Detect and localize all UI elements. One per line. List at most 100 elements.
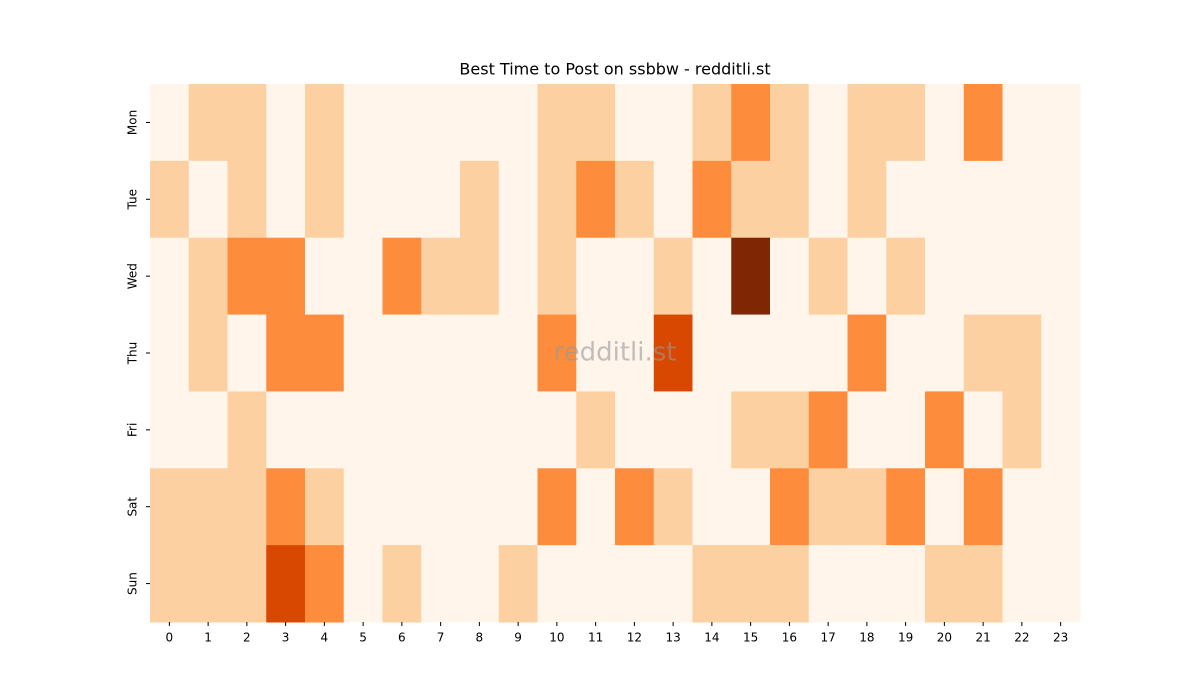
heat-cell: [653, 84, 693, 162]
heat-cell: [498, 237, 538, 316]
y-tick-label: Wed: [126, 263, 140, 289]
heat-cell: [537, 468, 577, 546]
heat-cell: [537, 391, 577, 469]
x-tick-label: 14: [704, 631, 719, 645]
heat-cell: [963, 84, 1003, 162]
heat-cell: [847, 160, 887, 239]
x-tick-label: 18: [859, 631, 874, 645]
x-tick-label: 13: [665, 631, 680, 645]
heat-cell: [343, 160, 383, 239]
x-tick-label: 5: [359, 631, 367, 645]
heat-cell: [382, 160, 422, 239]
heat-cell: [770, 84, 810, 162]
heat-cell: [847, 468, 887, 546]
heat-cell: [576, 237, 616, 316]
heat-cell: [615, 391, 655, 469]
heat-cell: [1041, 84, 1081, 162]
heat-cell: [343, 391, 383, 469]
heat-cell: [1041, 160, 1081, 239]
heat-cell: [188, 391, 228, 469]
heat-cell: [227, 545, 267, 623]
heat-cell: [731, 468, 771, 546]
heat-cell: [925, 391, 965, 469]
heat-cell: [1041, 468, 1081, 546]
heat-cell: [537, 237, 577, 316]
heat-cell: [808, 468, 848, 546]
heat-cell: [615, 237, 655, 316]
heat-cell: [150, 237, 190, 316]
heat-cell: [615, 160, 655, 239]
heat-cell: [653, 160, 693, 239]
heat-cell: [382, 468, 422, 546]
heat-cell: [886, 314, 926, 392]
heat-cell: [731, 545, 771, 623]
heat-cell: [266, 237, 306, 316]
y-tick-label: Tue: [126, 189, 140, 211]
x-tick-label: 17: [820, 631, 835, 645]
heat-cell: [343, 545, 383, 623]
heat-cell: [460, 468, 500, 546]
x-tick-label: 6: [398, 631, 406, 645]
heat-cell: [343, 237, 383, 316]
heat-cell: [266, 314, 306, 392]
heat-cell: [963, 545, 1003, 623]
heat-cell: [963, 160, 1003, 239]
heat-cell: [1002, 237, 1042, 316]
heat-cell: [808, 314, 848, 392]
heat-cell: [227, 314, 267, 392]
heat-cell: [615, 545, 655, 623]
heat-cell: [460, 84, 500, 162]
heat-cell: [150, 391, 190, 469]
heat-cell: [305, 468, 345, 546]
heat-cell: [963, 391, 1003, 469]
y-tick-label: Sun: [126, 572, 140, 595]
heat-cell: [576, 84, 616, 162]
heat-cell: [770, 314, 810, 392]
heat-cell: [886, 391, 926, 469]
heat-cell: [576, 468, 616, 546]
heat-cell: [692, 237, 732, 316]
heat-cell: [770, 391, 810, 469]
heat-cell: [770, 237, 810, 316]
heat-cell: [460, 545, 500, 623]
heat-cell: [963, 468, 1003, 546]
heat-cell: [227, 391, 267, 469]
heat-cell: [1002, 84, 1042, 162]
heat-cell: [305, 545, 345, 623]
heat-cell: [808, 545, 848, 623]
heat-cell: [460, 160, 500, 239]
x-tick-label: 19: [898, 631, 913, 645]
heat-cell: [615, 468, 655, 546]
x-tick-label: 1: [204, 631, 212, 645]
heat-cell: [421, 314, 461, 392]
heat-cell: [925, 468, 965, 546]
heat-cell: [188, 314, 228, 392]
heat-cell: [731, 84, 771, 162]
heat-cell: [925, 314, 965, 392]
heat-cell: [227, 160, 267, 239]
heat-cell: [576, 391, 616, 469]
heat-cell: [266, 545, 306, 623]
x-tick-label: 8: [476, 631, 484, 645]
heat-cell: [537, 545, 577, 623]
heat-cell: [537, 84, 577, 162]
x-tick-label: 10: [549, 631, 564, 645]
heat-cell: [421, 160, 461, 239]
heat-cell: [1002, 314, 1042, 392]
heat-cell: [886, 84, 926, 162]
heat-cell: [1041, 391, 1081, 469]
heat-cell: [382, 314, 422, 392]
heat-cell: [150, 84, 190, 162]
heat-cell: [498, 84, 538, 162]
x-tick-label: 16: [782, 631, 797, 645]
x-tick-label: 9: [514, 631, 522, 645]
heat-cell: [808, 391, 848, 469]
heat-cell: [886, 545, 926, 623]
x-tick-label: 7: [437, 631, 445, 645]
heat-cell: [731, 237, 771, 316]
heat-cell: [305, 160, 345, 239]
heat-cell: [1041, 545, 1081, 623]
heat-cell: [382, 237, 422, 316]
heat-cell: [150, 314, 190, 392]
heat-cell: [266, 84, 306, 162]
